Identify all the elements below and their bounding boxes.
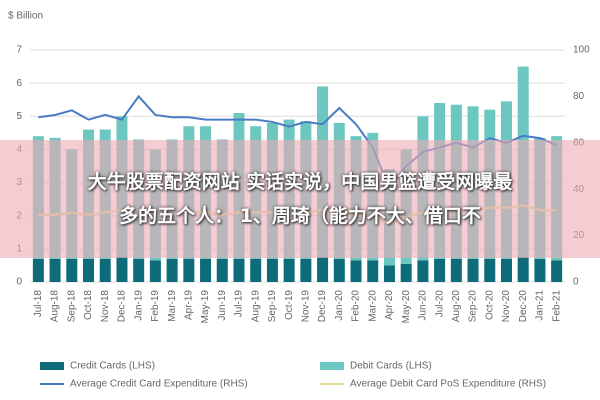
- bar: [233, 258, 245, 282]
- bar: [350, 260, 362, 282]
- x-tick-label: Jul-18: [33, 290, 44, 318]
- bar: [534, 258, 546, 282]
- bar: [116, 257, 128, 282]
- bar: [317, 257, 329, 282]
- x-tick-label: Nov-18: [100, 290, 111, 323]
- bar: [450, 258, 462, 282]
- bar: [183, 258, 195, 282]
- x-tick-label: Oct-20: [484, 290, 495, 320]
- x-tick-label: Aug-19: [250, 290, 261, 323]
- x-tick-label: Jan-20: [334, 290, 345, 321]
- bar: [300, 258, 312, 282]
- x-tick-label: Feb-21: [551, 290, 562, 322]
- x-tick-label: Sep-20: [468, 290, 479, 323]
- x-tick-label: Apr-20: [384, 290, 395, 320]
- x-tick-label: Dec-20: [518, 290, 529, 323]
- legend-label: Average Debit Card PoS Expenditure (RHS): [350, 379, 546, 390]
- x-tick-label: Jul-19: [234, 290, 245, 318]
- bar: [166, 258, 178, 282]
- bar: [266, 258, 278, 282]
- banner-line: 多的五个人： 1、周琦（能力不大、借口不: [119, 205, 481, 227]
- bar: [467, 258, 479, 282]
- x-tick-label: Jan-19: [133, 290, 144, 321]
- x-tick-label: Feb-19: [150, 290, 161, 322]
- legend-label: Credit Cards (LHS): [70, 361, 155, 372]
- legend-label: Average Credit Card Expenditure (RHS): [70, 379, 248, 390]
- x-tick-label: Oct-18: [83, 290, 94, 320]
- y2-tick-label: 100: [573, 45, 590, 56]
- bar: [149, 260, 161, 282]
- legend-swatch: [320, 362, 344, 370]
- x-tick-label: Aug-18: [50, 290, 61, 323]
- banner-line: 大牛股票配资网站 实话实说，中国男篮遭受网曝最: [87, 171, 513, 193]
- x-tick-label: Apr-19: [183, 290, 194, 320]
- x-tick-label: May-20: [401, 290, 412, 324]
- bar: [250, 258, 262, 282]
- bar: [83, 258, 95, 282]
- x-tick-label: Mar-20: [367, 290, 378, 322]
- legend-swatch: [40, 362, 64, 370]
- y-tick-label: 0: [16, 277, 22, 288]
- x-tick-label: Mar-19: [167, 290, 178, 322]
- bar: [417, 260, 429, 282]
- x-tick-label: Sep-18: [66, 290, 77, 323]
- x-tick-label: Jan-21: [535, 290, 546, 321]
- bar: [32, 258, 44, 282]
- bar: [49, 258, 61, 282]
- bar: [551, 260, 563, 282]
- y2-tick-label: 0: [573, 277, 579, 288]
- x-tick-label: Jul-20: [434, 290, 445, 318]
- banner: 大牛股票配资网站 实话实说，中国男篮遭受网曝最 多的五个人： 1、周琦（能力不大…: [0, 140, 600, 258]
- y-tick-label: 6: [16, 78, 22, 89]
- bar: [500, 258, 512, 282]
- bar: [200, 258, 212, 282]
- y-tick-label: 7: [16, 45, 22, 56]
- x-tick-label: Feb-20: [351, 290, 362, 322]
- bar: [216, 258, 228, 282]
- legend-label: Debit Cards (LHS): [350, 361, 432, 372]
- bar: [133, 258, 145, 282]
- x-tick-label: Dec-18: [117, 290, 128, 323]
- x-tick-label: Sep-19: [267, 290, 278, 323]
- bar: [434, 258, 446, 282]
- x-tick-label: May-19: [200, 290, 211, 324]
- bar: [283, 258, 295, 282]
- x-tick-label: Nov-20: [501, 290, 512, 323]
- bar: [66, 258, 78, 282]
- bar: [333, 258, 345, 282]
- bar: [99, 258, 111, 282]
- bar: [517, 257, 529, 282]
- bar: [383, 265, 395, 282]
- x-tick-label: Jun-19: [217, 290, 228, 321]
- y2-tick-label: 80: [573, 91, 585, 102]
- y-tick-label: 5: [16, 111, 22, 122]
- bar: [367, 260, 379, 282]
- x-tick-label: Dec-19: [317, 290, 328, 323]
- bar: [400, 263, 412, 282]
- x-tick-label: Nov-19: [301, 290, 312, 323]
- bar: [484, 258, 496, 282]
- x-tick-label: Oct-19: [284, 290, 295, 320]
- y-axis-label: $ Billion: [8, 11, 43, 22]
- x-tick-label: Aug-20: [451, 290, 462, 323]
- x-tick-label: Jun-20: [418, 290, 429, 321]
